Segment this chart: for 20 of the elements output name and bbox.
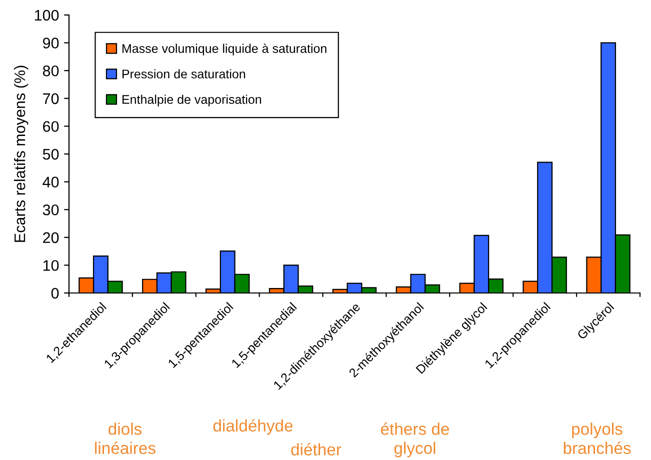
text: polyols branchés	[564, 422, 631, 454]
y-tick-label: 20	[43, 232, 59, 244]
y-tick-label: 100	[34, 10, 59, 21]
legend-label: Enthalpie de vaporisation	[122, 94, 262, 106]
text: éthers de glycol	[380, 422, 450, 458]
y-tick-label: 10	[43, 260, 59, 271]
y-tick-label: 30	[42, 204, 59, 216]
y-tick-label: 0	[51, 288, 59, 299]
y-tick-label: 90	[43, 38, 59, 48]
text: diols linéaires	[95, 422, 156, 454]
legend-label: Masse volumique liquide à saturation	[122, 44, 326, 56]
y-tick-label: 80	[42, 65, 59, 76]
text: diéther	[291, 443, 342, 456]
y-tick-label: 40	[42, 176, 59, 188]
y-tick-label: 70	[43, 93, 59, 104]
y-axis-title: Ecarts relatifs moyens (%)	[14, 66, 28, 242]
y-tick-label: 60	[43, 121, 59, 132]
legend-label: Pression de saturation	[122, 69, 246, 78]
text: dialdéhyde	[213, 419, 293, 435]
y-tick-label: 50	[42, 148, 59, 160]
